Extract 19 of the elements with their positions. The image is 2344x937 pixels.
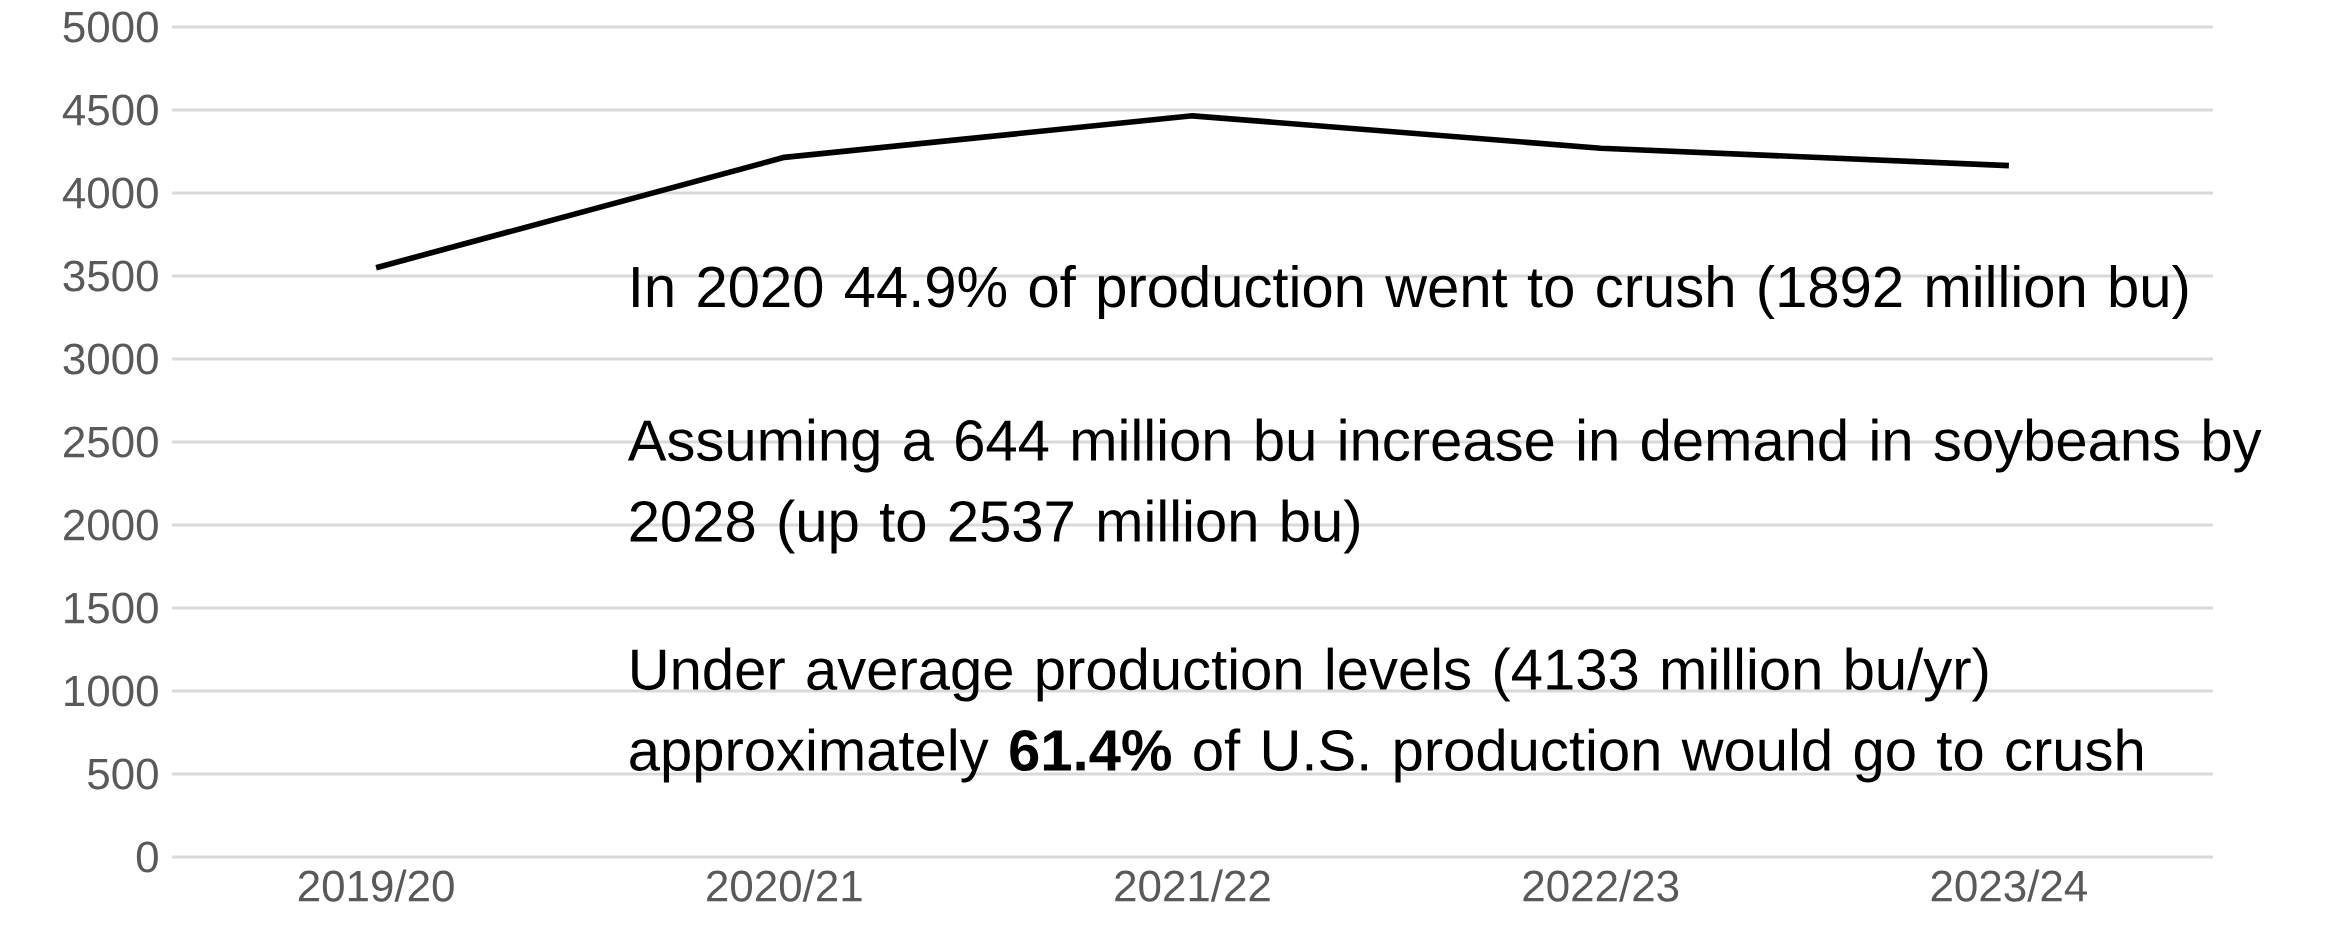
y-tick-label: 5000	[63, 11, 158, 43]
y-tick-label: 3500	[63, 260, 158, 292]
y-tick-label: 4500	[62, 94, 158, 126]
y-tick-label: 4000	[62, 177, 158, 209]
x-tick-label: 2021/22	[1115, 869, 1270, 902]
y-tick-label: 1000	[65, 675, 158, 707]
annotation: Assuming a 644 million bu increase in demand in soybeans by 2028 (up to 2537 million bu)	[627, 418, 2262, 554]
y-tick-label: 500	[88, 758, 158, 790]
y-tick-label: 2500	[64, 426, 158, 458]
x-tick-label: 2020/21	[707, 869, 862, 902]
y-tick-label: 3000	[63, 343, 158, 375]
annotation: Under average production levels (4133 million bu/yr) approximately 61.4% of U.S. production would go to crush	[630, 647, 2143, 783]
y-tick-label: 0	[136, 841, 158, 873]
y-tick-label: 2000	[64, 509, 158, 541]
annotation: In 2020 44.9% of production went to crush (1892 million bu)	[633, 264, 2188, 320]
x-tick-label: 2022/23	[1523, 869, 1679, 902]
y-tick-label: 1500	[65, 592, 158, 624]
x-tick-label: 2023/24	[1931, 869, 2087, 902]
x-tick-label: 2019/20	[298, 869, 454, 902]
